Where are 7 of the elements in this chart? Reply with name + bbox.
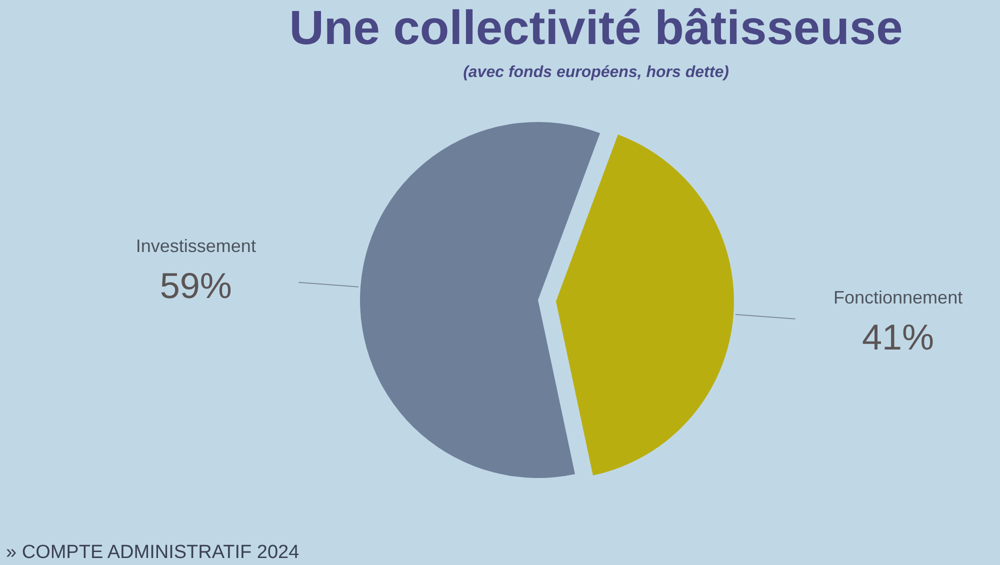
slice-label: Fonctionnement: [833, 287, 963, 308]
chart-subtitle: (avec fonds européens, hors dette): [463, 64, 729, 81]
slice-label: Investissement: [136, 236, 256, 256]
data-label: 41%: [862, 316, 934, 358]
chart-title: Une collectivité bâtisseuse: [289, 2, 903, 55]
data-label: 59%: [160, 264, 232, 306]
text: » COMPTE ADMINISTRATIF 2024: [6, 542, 300, 563]
